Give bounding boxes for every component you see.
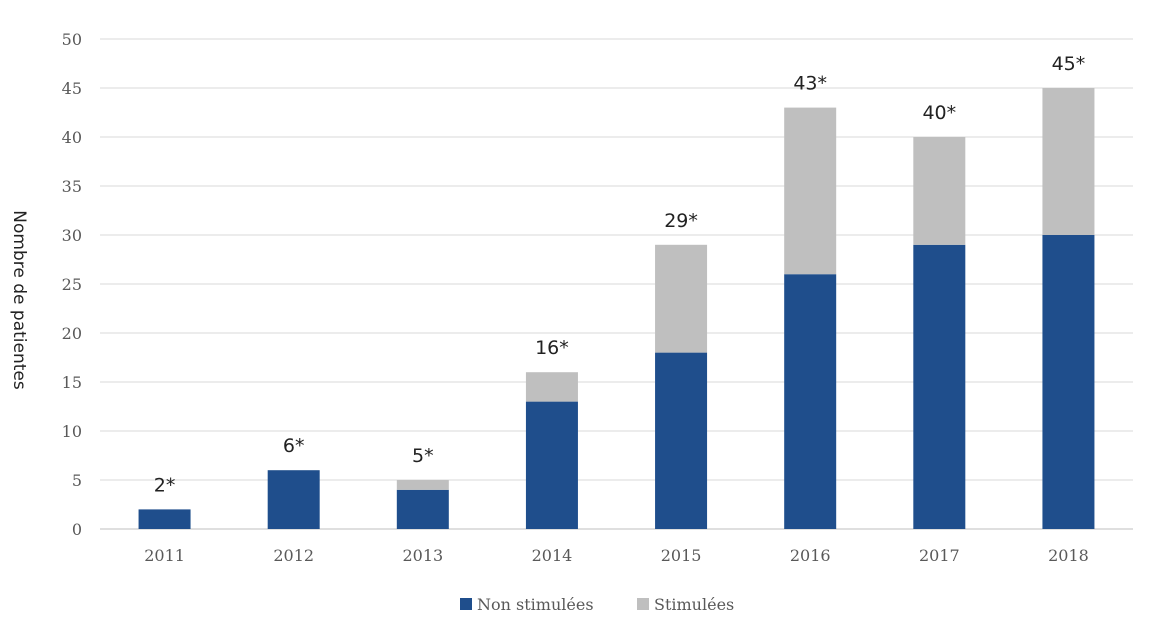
y-tick-label: 30 bbox=[62, 226, 82, 245]
y-tick-label: 0 bbox=[72, 520, 82, 539]
bar-total-label: 6* bbox=[283, 435, 305, 457]
legend-swatch-stimulees bbox=[637, 598, 649, 610]
y-tick-label: 50 bbox=[62, 30, 82, 49]
bar-segment-non-stimulees bbox=[1042, 235, 1095, 529]
y-tick-label: 25 bbox=[62, 275, 82, 294]
y-tick-label: 10 bbox=[62, 422, 82, 441]
x-tick-label: 2013 bbox=[402, 546, 443, 565]
bar-segment-non-stimulees bbox=[396, 489, 449, 529]
bar-segment-stimulees bbox=[784, 107, 837, 275]
bar-segment-non-stimulees bbox=[655, 352, 708, 529]
x-tick-label: 2014 bbox=[532, 546, 573, 565]
y-tick-label: 20 bbox=[62, 324, 82, 343]
y-tick-label: 35 bbox=[62, 177, 82, 196]
legend: Non stimulées Stimulées bbox=[460, 595, 734, 614]
bar-segment-non-stimulees bbox=[267, 470, 320, 529]
gridlines bbox=[100, 38, 1133, 530]
y-tick-label: 45 bbox=[62, 79, 82, 98]
bar-total-label: 43* bbox=[793, 73, 827, 95]
bar-segment-non-stimulees bbox=[138, 509, 191, 529]
legend-swatch-non-stimulees bbox=[460, 598, 472, 610]
y-tick-label: 40 bbox=[62, 128, 82, 147]
x-tick-label: 2018 bbox=[1048, 546, 1089, 565]
x-tick-label: 2016 bbox=[790, 546, 831, 565]
bar-segment-stimulees bbox=[396, 480, 449, 490]
bar-segment-stimulees bbox=[1042, 88, 1095, 235]
bar-total-label: 2* bbox=[154, 474, 176, 496]
y-axis-ticks: 0 5 10 15 20 25 30 35 40 45 50 bbox=[62, 30, 82, 539]
bars bbox=[138, 88, 1095, 530]
legend-label-non-stimulees: Non stimulées bbox=[477, 595, 594, 614]
y-tick-label: 15 bbox=[62, 373, 82, 392]
legend-label-stimulees: Stimulées bbox=[654, 595, 734, 614]
bar-total-label: 5* bbox=[412, 445, 434, 467]
bar-segment-stimulees bbox=[655, 244, 708, 353]
total-labels: 2* 6* 5* 16* 29* 43* 40* 45* bbox=[154, 53, 1086, 496]
bar-total-label: 29* bbox=[664, 210, 698, 232]
bar-total-label: 16* bbox=[535, 337, 569, 359]
bar-segment-non-stimulees bbox=[784, 274, 837, 529]
bar-segment-non-stimulees bbox=[525, 401, 578, 529]
bar-segment-non-stimulees bbox=[913, 244, 966, 530]
bar-total-label: 40* bbox=[922, 102, 956, 124]
bar-segment-stimulees bbox=[913, 137, 966, 245]
bar-segment-stimulees bbox=[525, 372, 578, 402]
y-axis-title: Nombre de patientes bbox=[9, 210, 29, 390]
x-tick-label: 2017 bbox=[919, 546, 960, 565]
x-tick-label: 2012 bbox=[273, 546, 314, 565]
bar-total-label: 45* bbox=[1052, 53, 1086, 75]
x-tick-label: 2011 bbox=[144, 546, 185, 565]
y-tick-label: 5 bbox=[72, 471, 82, 490]
x-tick-label: 2015 bbox=[661, 546, 702, 565]
x-axis-ticks: 2011 2012 2013 2014 2015 2016 2017 2018 bbox=[144, 546, 1089, 565]
